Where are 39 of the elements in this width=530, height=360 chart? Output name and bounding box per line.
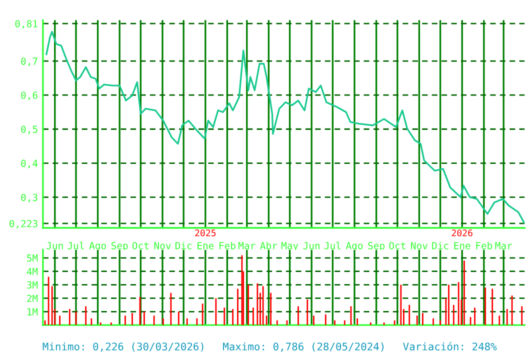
x-tick-label: Jun (303, 242, 320, 250)
x-tick-label: Feb (476, 242, 492, 250)
x-tick-label: Abr (260, 242, 278, 250)
y-tick-label: 1M (28, 308, 38, 316)
x-tick-label: Feb (220, 242, 236, 250)
y-tick-label: 0,223 (9, 220, 38, 229)
y-tick-label: 4M (26, 268, 38, 276)
x-tick-label: Nov (154, 242, 171, 250)
y-tick-label: 0,5 (21, 126, 38, 134)
text: Maximo: 0,786 (28/05/2024) (223, 342, 384, 352)
y-tick-label: 0,81 (15, 20, 38, 29)
text: Minimo: 0,226 (30/03/2026) (42, 342, 204, 352)
x-tick-label: Jun (46, 242, 63, 250)
x-tick-label: Mar (238, 242, 256, 250)
x-tick-label: Mar (495, 242, 512, 250)
x-tick-label: May (281, 242, 298, 252)
y-tick-label: 5M (27, 254, 38, 262)
y-tick-label: 0,7 (21, 58, 38, 66)
x-tick-label: Dic (175, 242, 192, 250)
x-tick-label: Oct (389, 242, 406, 250)
text: 2026 (452, 229, 472, 236)
x-tick-label: Dic (432, 242, 448, 250)
text: Variación: 248% (403, 342, 497, 350)
x-tick-label: Nov (411, 242, 428, 250)
x-tick-label: Ago (89, 242, 106, 252)
y-tick-label: 3M (27, 281, 38, 289)
y-tick-label: 0,4 (21, 160, 38, 168)
x-tick-label: Sep (111, 242, 128, 252)
x-tick-label: Sep (368, 242, 384, 252)
x-tick-label: Oct (132, 242, 149, 250)
x-tick-label: Ene (454, 242, 470, 250)
line-series (46, 30, 525, 224)
y-tick-label: 2M (27, 294, 38, 302)
y-tick-label: 0,3 (21, 194, 38, 202)
text: 2025 (195, 229, 216, 236)
y-tick-label: 0,6 (21, 92, 38, 100)
x-tick-label: Jul (68, 242, 84, 250)
x-tick-label: Jul (324, 242, 341, 250)
x-tick-label: Ene (198, 242, 214, 250)
